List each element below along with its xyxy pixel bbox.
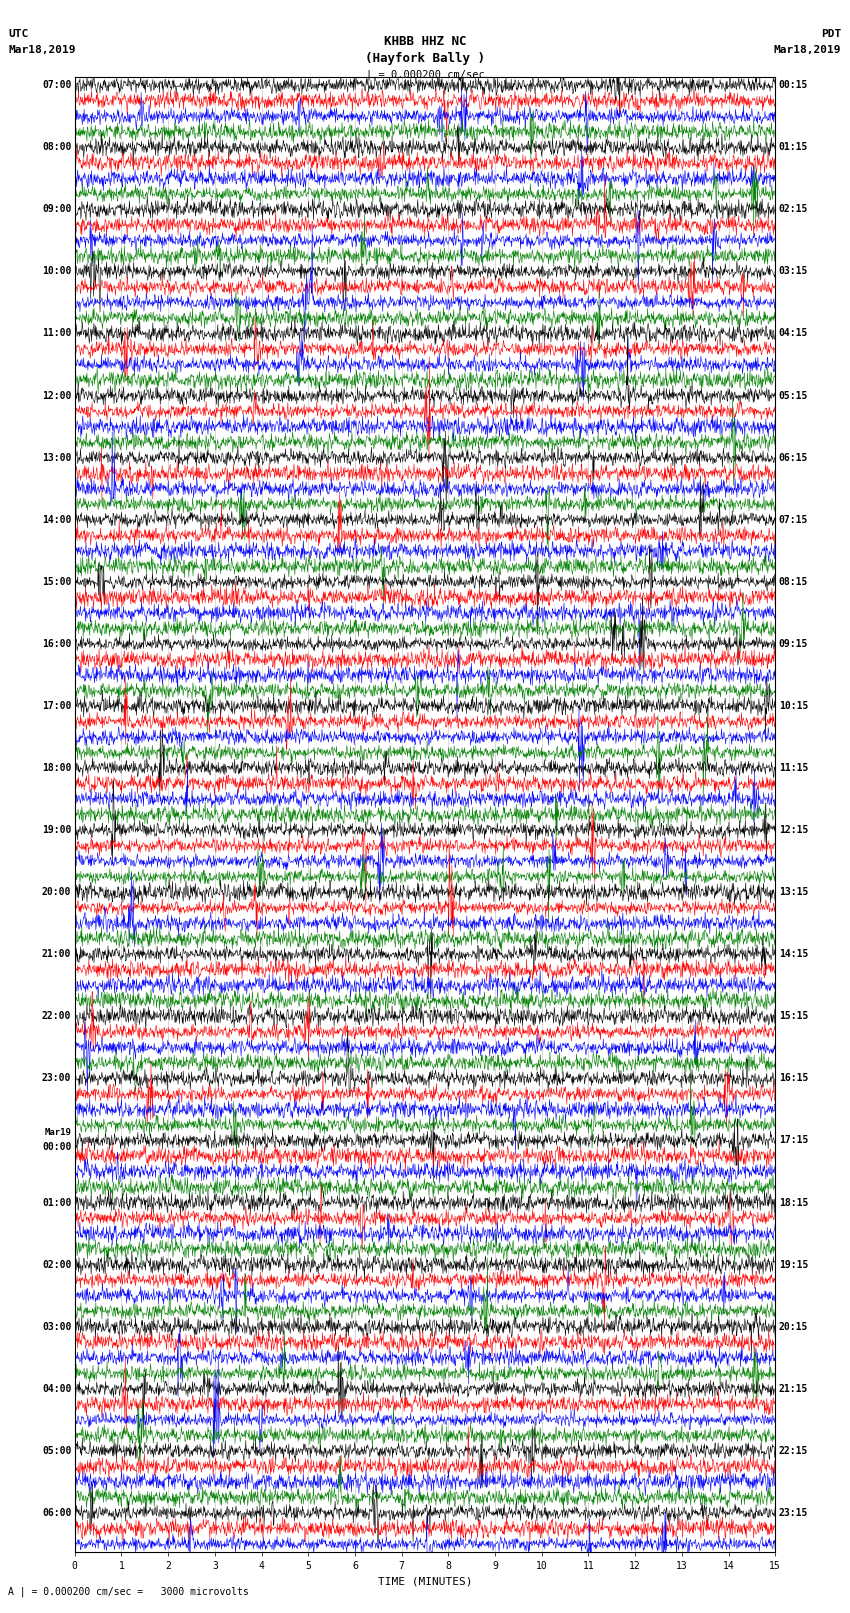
- Text: 20:15: 20:15: [779, 1321, 808, 1332]
- Text: 12:15: 12:15: [779, 826, 808, 836]
- Text: 23:15: 23:15: [779, 1508, 808, 1518]
- Text: 10:00: 10:00: [42, 266, 71, 276]
- Text: 21:00: 21:00: [42, 948, 71, 960]
- Text: 10:15: 10:15: [779, 702, 808, 711]
- Text: 03:00: 03:00: [42, 1321, 71, 1332]
- Text: Mar18,2019: Mar18,2019: [774, 45, 842, 55]
- Text: 06:00: 06:00: [42, 1508, 71, 1518]
- Text: 04:15: 04:15: [779, 329, 808, 339]
- Text: 00:15: 00:15: [779, 81, 808, 90]
- Text: 21:15: 21:15: [779, 1384, 808, 1394]
- Text: 19:15: 19:15: [779, 1260, 808, 1269]
- Text: 02:00: 02:00: [42, 1260, 71, 1269]
- Text: (Hayfork Bally ): (Hayfork Bally ): [365, 52, 485, 65]
- Text: 14:00: 14:00: [42, 515, 71, 524]
- Text: 20:00: 20:00: [42, 887, 71, 897]
- Text: 01:15: 01:15: [779, 142, 808, 152]
- Text: 01:00: 01:00: [42, 1197, 71, 1208]
- Text: 02:15: 02:15: [779, 205, 808, 215]
- Text: 07:00: 07:00: [42, 81, 71, 90]
- X-axis label: TIME (MINUTES): TIME (MINUTES): [377, 1576, 473, 1586]
- Text: Mar18,2019: Mar18,2019: [8, 45, 76, 55]
- Text: 13:00: 13:00: [42, 453, 71, 463]
- Text: 00:00: 00:00: [42, 1142, 71, 1152]
- Text: 07:15: 07:15: [779, 515, 808, 524]
- Text: 17:15: 17:15: [779, 1136, 808, 1145]
- Text: 05:15: 05:15: [779, 390, 808, 400]
- Text: 13:15: 13:15: [779, 887, 808, 897]
- Text: 22:15: 22:15: [779, 1445, 808, 1457]
- Text: 16:00: 16:00: [42, 639, 71, 648]
- Text: UTC: UTC: [8, 29, 29, 39]
- Text: 08:00: 08:00: [42, 142, 71, 152]
- Text: PDT: PDT: [821, 29, 842, 39]
- Text: 15:15: 15:15: [779, 1011, 808, 1021]
- Text: 11:15: 11:15: [779, 763, 808, 773]
- Text: KHBB HHZ NC: KHBB HHZ NC: [383, 35, 467, 48]
- Text: 14:15: 14:15: [779, 948, 808, 960]
- Text: | = 0.000200 cm/sec: | = 0.000200 cm/sec: [366, 69, 484, 81]
- Text: 18:00: 18:00: [42, 763, 71, 773]
- Text: 22:00: 22:00: [42, 1011, 71, 1021]
- Text: 06:15: 06:15: [779, 453, 808, 463]
- Text: 04:00: 04:00: [42, 1384, 71, 1394]
- Text: 03:15: 03:15: [779, 266, 808, 276]
- Text: A | = 0.000200 cm/sec =   3000 microvolts: A | = 0.000200 cm/sec = 3000 microvolts: [8, 1586, 249, 1597]
- Text: 09:15: 09:15: [779, 639, 808, 648]
- Text: 12:00: 12:00: [42, 390, 71, 400]
- Text: 09:00: 09:00: [42, 205, 71, 215]
- Text: 18:15: 18:15: [779, 1197, 808, 1208]
- Text: 15:00: 15:00: [42, 577, 71, 587]
- Text: 16:15: 16:15: [779, 1073, 808, 1084]
- Text: 08:15: 08:15: [779, 577, 808, 587]
- Text: 05:00: 05:00: [42, 1445, 71, 1457]
- Text: Mar19: Mar19: [44, 1127, 71, 1137]
- Text: 17:00: 17:00: [42, 702, 71, 711]
- Text: 11:00: 11:00: [42, 329, 71, 339]
- Text: 19:00: 19:00: [42, 826, 71, 836]
- Text: 23:00: 23:00: [42, 1073, 71, 1084]
